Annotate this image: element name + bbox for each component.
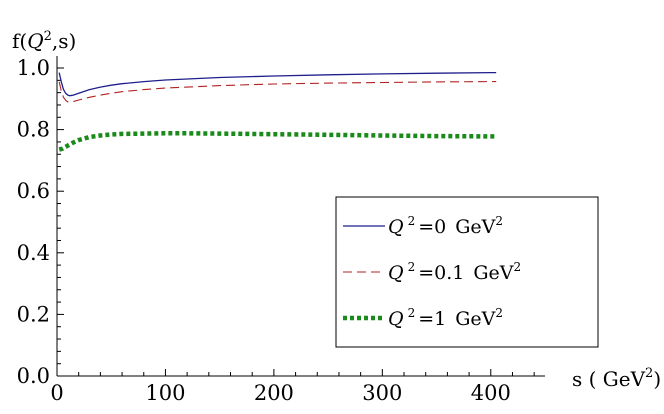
y-tick-label: 0.2 <box>17 302 50 326</box>
legend: Q 2 =0 GeV2 Q 2 =0.1 GeV2 Q 2 =1 GeV2 <box>335 196 599 348</box>
y-axis-title: f(Q2,s) <box>12 29 76 53</box>
y-tick-label: 0.6 <box>17 179 50 203</box>
x-axis-title: s ( GeV2) <box>572 366 661 391</box>
x-tick-label: 200 <box>254 381 294 405</box>
x-tick-label: 0 <box>50 381 63 405</box>
series-line-2 <box>58 131 497 152</box>
x-tick-label: 400 <box>471 381 511 405</box>
x-tick-label: 100 <box>145 381 185 405</box>
series-line-0 <box>58 71 497 97</box>
series-layer <box>58 71 497 152</box>
y-tick-label: 1.0 <box>17 56 50 80</box>
x-tick-label: 300 <box>362 381 402 405</box>
axes: 0 100 200 300 400 0.0 0.2 0.4 0.6 0.8 1.0 f(Q2,s) s … <box>12 29 661 405</box>
legend-label-2: Q 2 =1 GeV2 <box>388 306 503 330</box>
legend-label-1: Q 2 =0.1 GeV2 <box>388 260 521 284</box>
series-line-1 <box>58 81 497 103</box>
legend-label-0: Q 2 =0 GeV2 <box>388 214 503 238</box>
y-tick-label: 0.0 <box>17 364 50 388</box>
y-tick-label: 0.8 <box>17 118 50 142</box>
y-tick-label: 0.4 <box>17 241 50 265</box>
